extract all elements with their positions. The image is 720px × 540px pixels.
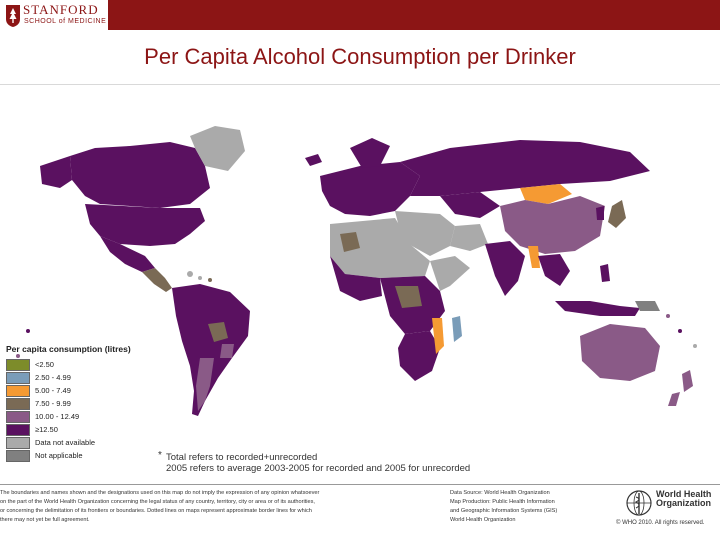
legend-swatch	[6, 384, 30, 397]
paraguay-region	[220, 344, 234, 358]
datasource-line: World Health Organization	[450, 517, 516, 523]
legend-item: 5.00 - 7.49	[6, 384, 166, 397]
title-divider	[0, 84, 720, 85]
legend-item: 10.00 - 12.49	[6, 410, 166, 423]
disclaimer-line: The boundaries and names shown and the d…	[0, 490, 320, 496]
legend-label: 7.50 - 9.99	[35, 399, 71, 408]
who-emblem-icon	[626, 490, 652, 516]
who-name-line-2: Organization	[656, 498, 712, 508]
legend-label: Data not available	[35, 438, 96, 447]
legend-label: <2.50	[35, 360, 54, 369]
disclaimer-text: The boundaries and names shown and the d…	[0, 489, 410, 525]
southeast-asia-region	[538, 254, 570, 286]
legend-item: Not applicable	[6, 449, 166, 462]
southern-africa-region	[398, 331, 440, 381]
legend-label: 2.50 - 4.99	[35, 373, 71, 382]
korea-region	[596, 206, 604, 220]
legend-swatch	[6, 371, 30, 384]
madagascar-region	[452, 316, 462, 342]
mexico-region	[100, 236, 155, 272]
australia-region	[580, 324, 660, 381]
japan-region	[608, 200, 626, 228]
who-name-line-1: World Health	[656, 489, 712, 499]
stanford-logo[interactable]: STANFORD SCHOOL of MEDICINE	[0, 0, 106, 32]
who-name: World Health Organization	[656, 490, 711, 508]
map-legend: Per capita consumption (litres) <2.50 2.5…	[6, 344, 166, 462]
myanmar-region	[528, 246, 540, 268]
south-america-region	[172, 284, 250, 416]
world-map	[16, 126, 697, 416]
note-asterisk: *	[158, 450, 162, 461]
legend-item: Data not available	[6, 436, 166, 449]
data-source: Data Source: World Health Organization M…	[450, 489, 610, 525]
legend-label: ≥12.50	[35, 425, 58, 434]
legend-swatch	[6, 423, 30, 436]
page-title: Per Capita Alcohol Consumption per Drink…	[144, 44, 576, 69]
drc-region	[395, 286, 422, 308]
greenland-region	[190, 126, 245, 171]
middle-east-region	[395, 211, 455, 256]
argentina-region	[196, 358, 214, 411]
legend-title: Per capita consumption (litres)	[6, 344, 131, 354]
indonesia-region	[555, 301, 640, 316]
legend-swatch	[6, 436, 30, 449]
alaska-region	[40, 156, 72, 188]
legend-label: 10.00 - 12.49	[35, 412, 80, 421]
note-line-1: Total refers to recorded+unrecorded	[166, 452, 318, 463]
legend-swatch	[6, 358, 30, 371]
russia-region	[400, 140, 650, 196]
scandinavia-region	[350, 138, 390, 168]
datasource-line: and Geographic Information Systems (GIS)	[450, 508, 558, 514]
europe-region	[320, 162, 420, 216]
stanford-tree-icon	[6, 5, 20, 27]
west-africa-region	[330, 256, 382, 301]
logo-subtitle: SCHOOL of MEDICINE	[24, 18, 107, 25]
legend-label: Not applicable	[35, 451, 83, 460]
header: STANFORD SCHOOL of MEDICINE	[0, 0, 720, 32]
iran-region	[450, 224, 488, 251]
legend-item: 2.50 - 4.99	[6, 371, 166, 384]
philippines-region	[600, 264, 610, 282]
map-notes: * Total refers to recorded+unrecorded 20…	[158, 450, 471, 474]
legend-item: ≥12.50	[6, 423, 166, 436]
datasource-line: Map Production: Public Health Informatio…	[450, 499, 555, 505]
legend-item: <2.50	[6, 358, 166, 371]
caribbean-islands	[187, 271, 193, 277]
mongolia-region	[520, 184, 572, 204]
disclaimer-line: there may not yet be full agreement.	[0, 517, 90, 523]
mali-region	[340, 232, 360, 252]
bolivia-region	[208, 322, 228, 342]
png-region	[635, 301, 660, 311]
note-line-2: 2005 refers to average 2003-2005 for rec…	[166, 463, 471, 474]
datasource-line: Data Source: World Health Organization	[450, 490, 550, 496]
copyright: © WHO 2010. All rights reserved.	[616, 520, 705, 526]
horn-africa-region	[430, 256, 470, 291]
mozambique-region	[432, 318, 444, 354]
pacific-islands	[666, 314, 670, 318]
logo-name: STANFORD	[23, 2, 99, 17]
header-bar	[108, 0, 720, 30]
legend-label: 5.00 - 7.49	[35, 386, 71, 395]
footer-divider	[0, 484, 720, 485]
disclaimer-line: on the part of the World Health Organiza…	[0, 499, 315, 505]
legend-swatch	[6, 449, 30, 462]
disclaimer-line: or concerning the delimitation of its fr…	[0, 508, 312, 514]
iceland-region	[305, 154, 322, 166]
canada-region	[70, 142, 210, 208]
new-zealand-region	[682, 370, 693, 392]
usa-region	[85, 204, 205, 246]
china-region	[500, 196, 605, 254]
central-america-region	[142, 268, 172, 292]
legend-swatch	[6, 410, 30, 423]
kazakhstan-region	[440, 192, 500, 218]
legend-swatch	[6, 397, 30, 410]
legend-item: 7.50 - 9.99	[6, 397, 166, 410]
india-region	[485, 241, 525, 296]
